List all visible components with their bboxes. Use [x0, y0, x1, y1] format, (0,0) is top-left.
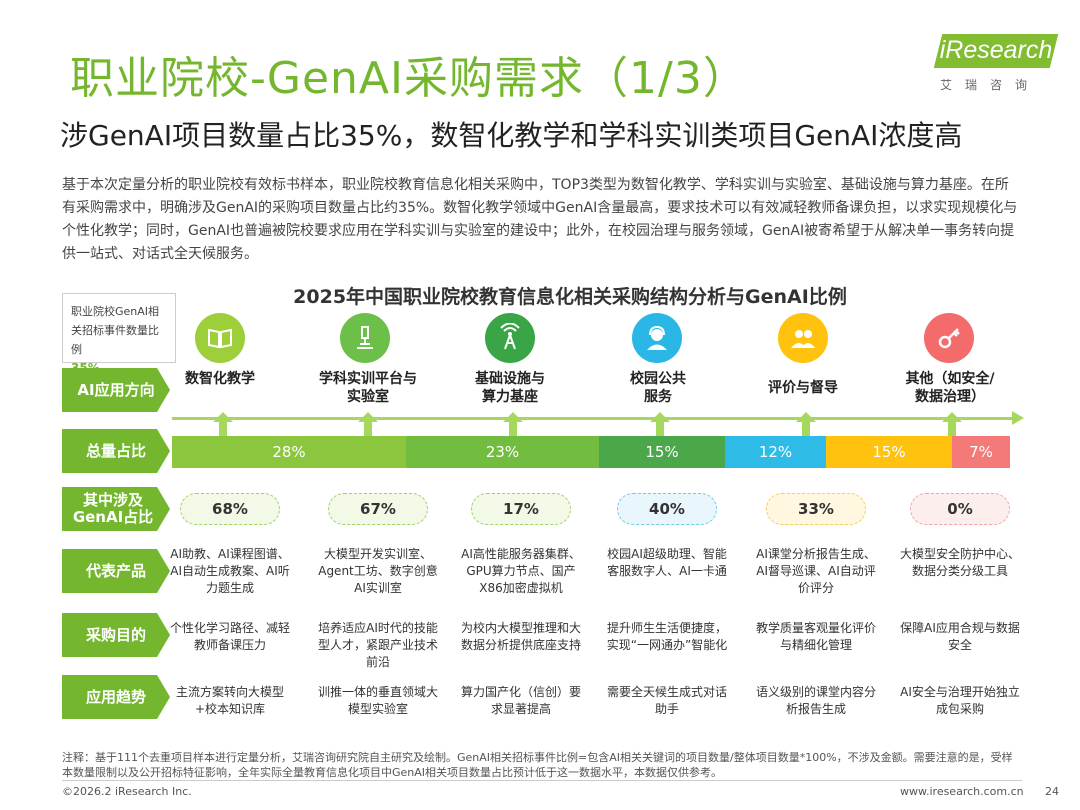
- genai-pill: 17%: [471, 493, 571, 525]
- product-cell: 大模型开发实训室、Agent工坊、数字创意AI实训室: [318, 547, 438, 595]
- website-url: www.iresearch.com.cn: [900, 785, 1024, 798]
- footer-divider: [62, 780, 1022, 781]
- page-subtitle: 涉GenAI项目数量占比35%，数智化教学和学科实训类项目GenAI浓度高: [60, 119, 963, 152]
- signal-tower-icon: [485, 313, 535, 363]
- row-label-share: 总量占比: [62, 429, 170, 473]
- genai-pill: 40%: [617, 493, 717, 525]
- genai-pill: 0%: [910, 493, 1010, 525]
- page-number: 24: [1045, 785, 1059, 798]
- share-bar-segment: 15%: [599, 436, 725, 468]
- up-arrow-icon: [503, 412, 523, 440]
- up-arrow-icon: [358, 412, 378, 440]
- chart-title: 2025年中国职业院校教育信息化相关采购结构分析与GenAI比例: [293, 286, 847, 308]
- purpose-cell: 为校内大模型推理和大数据分析提供底座支持: [460, 621, 581, 652]
- direction-name: 数智化教学: [185, 371, 255, 387]
- direction-name: 校园公共服务: [630, 371, 686, 405]
- product-cell: AI课堂分析报告生成、AI督导巡课、AI自动评价评分: [756, 547, 876, 595]
- footnote: 注释：基于111个去重项目样本进行定量分析，艾瑞咨询研究院自主研究及绘制。Gen…: [62, 751, 1013, 779]
- trend-cell: 主流方案转向大模型+校本知识库: [175, 685, 284, 716]
- trend-cell: 需要全天候生成式对话助手: [606, 685, 727, 716]
- direction-timeline: [172, 417, 1017, 420]
- iresearch-logo: iResearch 艾瑞咨询: [930, 34, 1060, 96]
- direction-arrowhead: [1012, 411, 1024, 425]
- users-icon: [778, 313, 828, 363]
- summary-box: 职业院校GenAI相关招标事件数量比例 35%: [62, 293, 176, 375]
- direction-name: 学科实训平台与实验室: [319, 371, 417, 405]
- trend-cell: 语义级别的课堂内容分析报告生成: [755, 685, 876, 716]
- page-title: 职业院校-GenAI采购需求（1/3）: [70, 53, 748, 104]
- purpose-cell: 保障AI应用合规与数据安全: [900, 621, 1020, 652]
- up-arrow-icon: [213, 412, 233, 440]
- purpose-cell: 教学质量客观量化评价与精细化管理: [755, 621, 876, 652]
- direction-name: 基础设施与算力基座: [475, 371, 545, 405]
- logo-subtext: 艾瑞咨询: [940, 78, 1041, 92]
- share-bar-segment: 15%: [826, 436, 952, 468]
- share-bar-segment: 12%: [725, 436, 826, 468]
- genai-pill: 68%: [180, 493, 280, 525]
- row-label-purpose: 采购目的: [62, 613, 170, 657]
- share-bar-segment: 28%: [172, 436, 406, 468]
- microscope-icon: [340, 313, 390, 363]
- book-icon: [195, 313, 245, 363]
- product-cell: 大模型安全防护中心、数据分类分级工具: [899, 547, 1020, 578]
- direction-name: 其他（如安全/数据治理）: [905, 371, 995, 405]
- purpose-cell: 提升师生生活便捷度，实现“一网通办”智能化: [606, 621, 728, 652]
- row-label-genai: 其中涉及GenAI占比: [62, 487, 170, 531]
- service-agent-icon: [632, 313, 682, 363]
- trend-cell: AI安全与治理开始独立成包采购: [900, 685, 1020, 716]
- intro-paragraph: 基于本次定量分析的职业院校有效标书样本，职业院校教育信息化相关采购中，TOP3类…: [62, 177, 1018, 262]
- product-cell: 校园AI超级助理、智能客服数字人、AI一卡通: [607, 547, 727, 578]
- up-arrow-icon: [796, 412, 816, 440]
- genai-pill: 33%: [766, 493, 866, 525]
- genai-pill: 67%: [328, 493, 428, 525]
- share-bar-segment: 7%: [952, 436, 1010, 468]
- share-bar-segment: 23%: [406, 436, 599, 468]
- summary-box-label: 职业院校GenAI相关招标事件数量比例: [71, 305, 160, 356]
- purpose-cell: 培养适应AI时代的技能型人才，紧跟产业技术前沿: [317, 621, 438, 669]
- up-arrow-icon: [650, 412, 670, 440]
- trend-cell: 训推一体的垂直领域大模型实验室: [317, 685, 438, 716]
- row-label-trend: 应用趋势: [62, 675, 170, 719]
- up-arrow-icon: [942, 412, 962, 440]
- logo-text: iResearch: [939, 36, 1053, 64]
- copyright: ©2026.2 iResearch Inc.: [62, 785, 192, 798]
- row-label-products: 代表产品: [62, 549, 170, 593]
- row-label-direction: AI应用方向: [62, 368, 170, 412]
- product-cell: AI高性能服务器集群、GPU算力节点、国产X86加密虚拟机: [461, 547, 581, 595]
- trend-cell: 算力国产化（信创）要求显著提高: [460, 685, 581, 716]
- key-icon: [924, 313, 974, 363]
- direction-name: 评价与督导: [768, 380, 838, 396]
- purpose-cell: 个性化学习路径、减轻教师备课压力: [169, 621, 290, 652]
- product-cell: AI助教、AI课程图谱、AI自动生成教案、AI听力题生成: [170, 547, 290, 595]
